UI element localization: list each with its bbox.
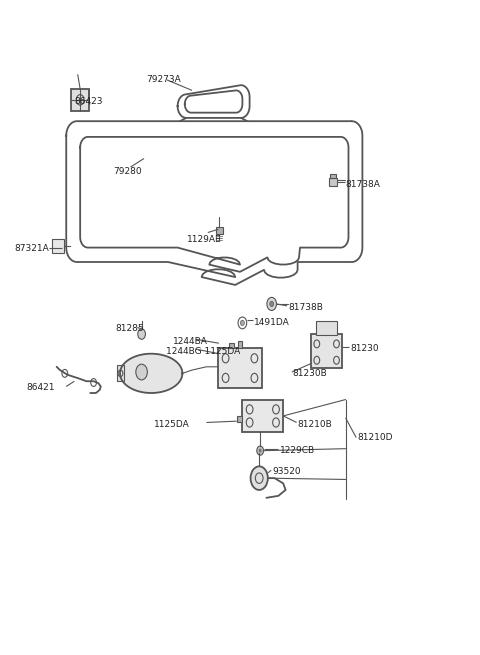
Bar (329, 178, 337, 186)
Text: 81738A: 81738A (346, 180, 381, 189)
Bar (238, 341, 242, 348)
Circle shape (270, 301, 274, 307)
Text: 1491DA: 1491DA (254, 318, 290, 327)
Circle shape (257, 446, 264, 455)
Text: 81230B: 81230B (293, 369, 327, 378)
Circle shape (251, 466, 268, 490)
FancyBboxPatch shape (52, 239, 64, 253)
FancyBboxPatch shape (316, 321, 337, 335)
Circle shape (136, 364, 147, 380)
Text: 86421: 86421 (26, 383, 55, 392)
Text: 81738B: 81738B (288, 303, 323, 312)
Bar (117, 365, 124, 381)
FancyBboxPatch shape (242, 400, 283, 432)
FancyBboxPatch shape (311, 334, 342, 368)
FancyBboxPatch shape (218, 348, 262, 388)
Bar (237, 416, 242, 422)
Text: 1244BG 1125DA: 1244BG 1125DA (166, 347, 240, 356)
Circle shape (138, 329, 145, 339)
Text: 81210B: 81210B (298, 420, 332, 429)
Text: 79280: 79280 (113, 167, 142, 176)
Circle shape (240, 320, 244, 326)
Text: 93520: 93520 (272, 467, 301, 476)
Bar (330, 174, 336, 178)
Text: 81230: 81230 (350, 344, 379, 353)
FancyBboxPatch shape (71, 89, 89, 111)
Text: 81285: 81285 (115, 324, 144, 333)
Polygon shape (120, 354, 182, 393)
Text: 86423: 86423 (74, 97, 103, 106)
Bar (216, 227, 223, 234)
Text: 1244BA: 1244BA (173, 337, 208, 346)
Text: 1229CB: 1229CB (280, 446, 315, 455)
Text: 1125DA: 1125DA (154, 420, 189, 429)
Text: 87321A: 87321A (14, 244, 49, 253)
Text: 81210D: 81210D (358, 433, 393, 442)
Circle shape (267, 297, 276, 310)
Text: 79273A: 79273A (146, 75, 181, 84)
Bar (229, 343, 234, 348)
Text: 1129AE: 1129AE (187, 234, 222, 244)
Circle shape (259, 449, 262, 453)
